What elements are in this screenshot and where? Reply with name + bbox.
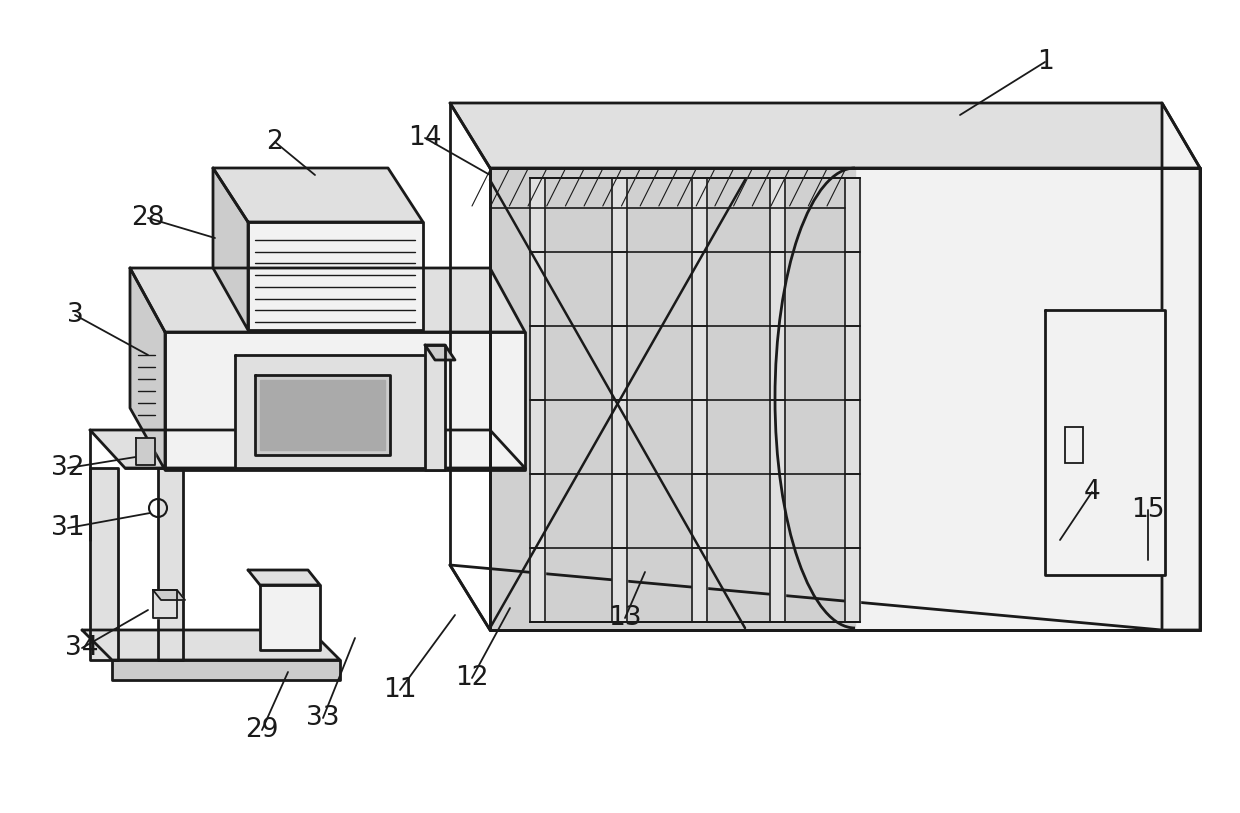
Text: 29: 29 [246, 717, 279, 743]
Polygon shape [236, 355, 440, 468]
Polygon shape [213, 168, 248, 330]
Polygon shape [136, 438, 155, 465]
Polygon shape [248, 570, 320, 585]
Polygon shape [248, 222, 423, 330]
Text: 12: 12 [455, 665, 489, 691]
Polygon shape [425, 345, 455, 360]
Polygon shape [255, 375, 391, 455]
Polygon shape [153, 590, 185, 600]
Polygon shape [1162, 103, 1200, 630]
Polygon shape [130, 268, 525, 332]
Text: 31: 31 [51, 515, 84, 541]
Text: 13: 13 [609, 605, 642, 631]
Polygon shape [91, 430, 525, 468]
Polygon shape [157, 468, 184, 660]
Polygon shape [450, 103, 1200, 168]
Text: 2: 2 [267, 129, 284, 155]
Polygon shape [260, 380, 384, 450]
Text: 28: 28 [131, 205, 165, 231]
Polygon shape [425, 345, 445, 470]
Polygon shape [165, 332, 525, 470]
Polygon shape [692, 178, 707, 622]
Bar [1065, 427, 1083, 463]
Text: 33: 33 [306, 705, 340, 731]
Text: 3: 3 [67, 302, 83, 328]
Polygon shape [529, 178, 546, 622]
Polygon shape [770, 178, 785, 622]
Polygon shape [91, 468, 118, 660]
Text: 11: 11 [383, 677, 417, 703]
Text: 14: 14 [408, 125, 441, 151]
Polygon shape [613, 178, 627, 622]
Polygon shape [844, 178, 861, 622]
Text: 4: 4 [1084, 479, 1100, 505]
Polygon shape [130, 268, 165, 470]
Polygon shape [1045, 310, 1166, 575]
Polygon shape [490, 168, 856, 628]
Polygon shape [153, 590, 177, 618]
Text: 1: 1 [1037, 49, 1053, 75]
Text: 32: 32 [51, 455, 84, 481]
Polygon shape [490, 168, 1200, 630]
Polygon shape [112, 660, 340, 680]
Polygon shape [260, 585, 320, 650]
Text: 34: 34 [66, 635, 99, 661]
Polygon shape [82, 630, 340, 660]
Polygon shape [213, 168, 423, 222]
Text: 15: 15 [1131, 497, 1164, 523]
